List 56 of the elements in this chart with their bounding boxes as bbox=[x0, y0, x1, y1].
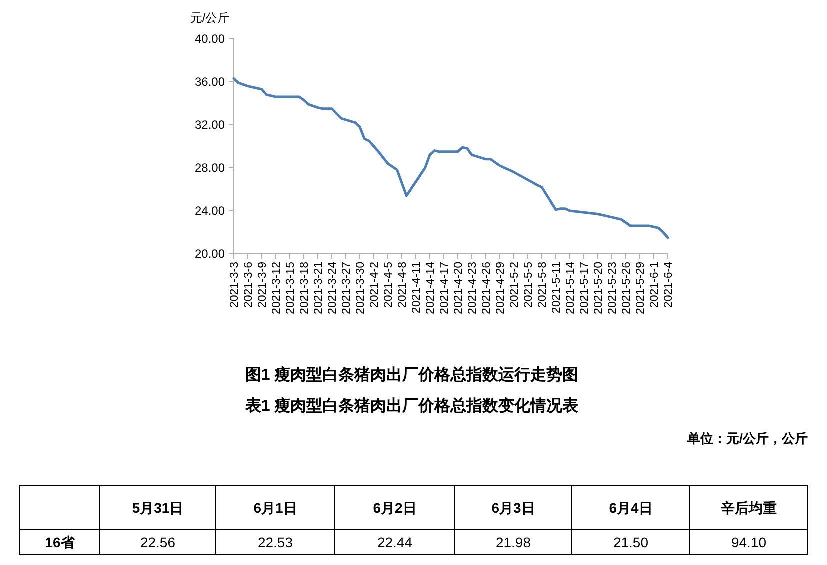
x-tick-label: 2021-4-29 bbox=[495, 262, 507, 314]
text: 22.44 bbox=[377, 534, 413, 550]
x-tick-label: 2021-4-11 bbox=[411, 262, 423, 314]
x-tick-label: 2021-5-11 bbox=[551, 262, 563, 314]
line-series bbox=[232, 78, 670, 240]
text: 图1 瘦肉型白条猪肉出厂价格总指数运行走势图 bbox=[245, 366, 579, 384]
x-tick-label: 2021-4-20 bbox=[453, 262, 465, 314]
x-tick-label: 2021-5-17 bbox=[579, 262, 591, 314]
y-tick-label: 36.00 bbox=[194, 75, 226, 89]
x-tick-label: 2021-3-18 bbox=[299, 262, 311, 314]
x-tick-label: 2021-5-14 bbox=[565, 261, 577, 314]
category-label: 辛后均重 bbox=[720, 500, 777, 516]
text: 单位：元/公斤，公斤 bbox=[686, 431, 808, 446]
y-axis-title: 元/公斤 bbox=[190, 11, 230, 25]
x-tick-label: 2021-3-24 bbox=[327, 261, 339, 314]
x-tick-label: 2021-3-3 bbox=[229, 262, 241, 308]
y-tick-label: 20.00 bbox=[194, 247, 226, 261]
x-tick-label: 2021-4-5 bbox=[383, 262, 395, 308]
x-tick-label: 2021-3-21 bbox=[313, 262, 325, 314]
x-tick-label: 2021-3-6 bbox=[243, 262, 255, 308]
x-tick-label: 2021-3-15 bbox=[285, 262, 297, 314]
y-tick-label: 28.00 bbox=[194, 161, 226, 175]
text: 22.56 bbox=[140, 534, 176, 550]
y-tick-label: 40.00 bbox=[194, 32, 226, 46]
category-label: 6月1日 bbox=[254, 500, 298, 516]
y-tick-label: 24.00 bbox=[194, 204, 226, 218]
x-tick-label: 2021-4-14 bbox=[425, 261, 437, 314]
x-tick-label: 2021-3-9 bbox=[257, 262, 269, 308]
category-label: 5月31日 bbox=[132, 500, 184, 516]
x-tick-label: 2021-5-2 bbox=[509, 262, 521, 308]
x-tick-label: 2021-3-30 bbox=[355, 262, 367, 314]
category-label: 6月3日 bbox=[492, 500, 536, 516]
text: 94.10 bbox=[731, 534, 767, 550]
category-label: 16省 bbox=[45, 534, 75, 550]
text: 21.98 bbox=[496, 534, 532, 550]
x-tick-label: 2021-5-26 bbox=[621, 262, 633, 314]
x-tick-label: 2021-4-2 bbox=[369, 262, 381, 308]
x-tick-label: 2021-4-26 bbox=[481, 262, 493, 314]
x-tick-label: 2021-5-8 bbox=[537, 262, 549, 308]
x-tick-label: 2021-3-27 bbox=[341, 262, 353, 314]
x-tick-label: 2021-4-8 bbox=[397, 262, 409, 308]
x-tick-label: 2021-4-23 bbox=[467, 262, 479, 314]
x-tick-label: 2021-5-29 bbox=[635, 262, 647, 314]
x-tick-label: 2021-6-1 bbox=[649, 262, 661, 308]
x-tick-label: 2021-4-17 bbox=[439, 262, 451, 314]
text: 22.53 bbox=[258, 534, 294, 550]
text: 表1 瘦肉型白条猪肉出厂价格总指数变化情况表 bbox=[244, 397, 580, 415]
category-label: 6月4日 bbox=[609, 500, 653, 516]
category-label: 6月2日 bbox=[373, 500, 417, 516]
y-tick-label: 32.00 bbox=[194, 118, 226, 132]
x-tick-label: 2021-5-5 bbox=[523, 262, 535, 308]
text: 21.50 bbox=[613, 534, 649, 550]
x-tick-label: 2021-5-23 bbox=[607, 262, 619, 314]
x-tick-label: 2021-6-4 bbox=[663, 261, 675, 308]
x-tick-label: 2021-3-12 bbox=[271, 262, 283, 314]
x-tick-label: 2021-5-20 bbox=[593, 262, 605, 314]
